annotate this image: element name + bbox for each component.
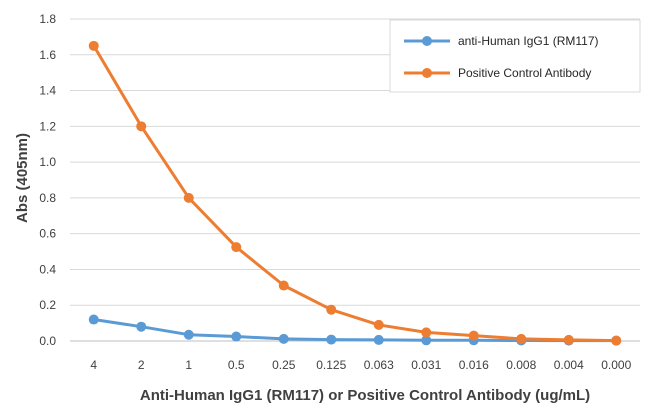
series-line — [92, 318, 618, 343]
series-line — [92, 44, 618, 343]
y-tick-label: 0.8 — [39, 191, 56, 205]
y-tick-label: 0.0 — [39, 334, 56, 348]
legend-label: Positive Control Antibody — [458, 66, 591, 80]
data-point — [326, 304, 337, 315]
data-point — [231, 331, 242, 342]
y-tick-label: 0.4 — [39, 262, 56, 276]
data-point — [278, 280, 289, 291]
y-tick-label: 1.0 — [39, 155, 56, 169]
x-tick-label: 1 — [185, 358, 192, 372]
data-point — [373, 319, 384, 330]
data-point — [88, 314, 99, 325]
y-tick-label: 1.2 — [39, 119, 56, 133]
x-tick-label: 0.008 — [506, 358, 536, 372]
y-axis-ticks: 0.0 0.2 0.4 0.6 0.8 1.0 1.2 1.4 1.6 1.8 — [39, 12, 56, 348]
series-1 — [88, 40, 622, 346]
y-axis-title: Abs (405nm) — [14, 133, 31, 223]
x-tick-label: 2 — [138, 358, 145, 372]
data-point — [183, 329, 194, 340]
x-tick-label: 0.031 — [411, 358, 441, 372]
x-tick-label: 4 — [90, 358, 97, 372]
x-tick-label: 0.000 — [601, 358, 631, 372]
x-axis-title: Anti-Human IgG1 (RM117) or Positive Cont… — [140, 387, 590, 404]
data-point — [278, 333, 289, 344]
data-point — [326, 334, 337, 345]
x-tick-label: 0.125 — [316, 358, 346, 372]
legend-swatch-marker — [422, 36, 432, 46]
y-tick-label: 0.6 — [39, 227, 56, 241]
x-tick-label: 0.5 — [228, 358, 245, 372]
legend-swatch-marker — [422, 68, 432, 78]
x-tick-label: 0.25 — [272, 358, 296, 372]
x-tick-label: 0.004 — [554, 358, 584, 372]
data-point — [468, 330, 479, 341]
y-tick-label: 1.4 — [39, 84, 56, 98]
legend-label: anti-Human IgG1 (RM117) — [458, 34, 599, 48]
data-point — [136, 321, 147, 332]
x-tick-label: 0.016 — [459, 358, 489, 372]
data-point — [516, 333, 527, 344]
series-group — [88, 40, 622, 346]
y-tick-label: 0.2 — [39, 298, 56, 312]
legend: anti-Human IgG1 (RM117) Positive Control … — [389, 19, 641, 93]
legend-box — [389, 19, 641, 93]
x-axis-ticks: 4 2 1 0.5 0.25 0.125 0.063 0.031 0.016 0.008 0.004… — [90, 358, 631, 372]
data-point — [231, 242, 242, 253]
y-tick-label: 1.8 — [39, 12, 56, 26]
data-point — [421, 335, 432, 346]
data-point — [88, 40, 99, 51]
data-point — [183, 192, 194, 203]
y-tick-label: 1.6 — [39, 48, 56, 62]
data-point — [563, 334, 574, 345]
data-point — [136, 121, 147, 132]
x-tick-label: 0.063 — [364, 358, 394, 372]
data-point — [611, 335, 622, 346]
data-point — [373, 334, 384, 345]
data-point — [421, 327, 432, 338]
